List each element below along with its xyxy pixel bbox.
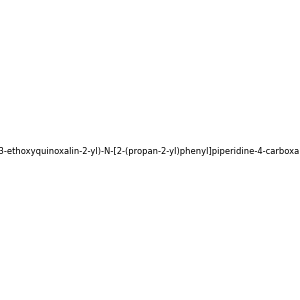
- Text: 1-(3-ethoxyquinoxalin-2-yl)-N-[2-(propan-2-yl)phenyl]piperidine-4-carboxamide: 1-(3-ethoxyquinoxalin-2-yl)-N-[2-(propan…: [0, 147, 300, 156]
